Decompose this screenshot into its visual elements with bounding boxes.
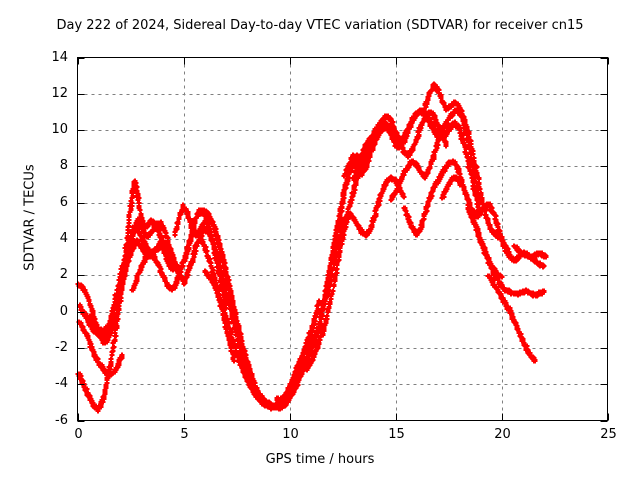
x-tick-label: 10 [282, 426, 299, 442]
y-tick-label: 0 [59, 303, 68, 319]
x-tick-label: 15 [388, 426, 405, 442]
grid-lines [77, 57, 608, 421]
data-point-markers [75, 81, 549, 414]
y-tick-label: 4 [59, 230, 68, 246]
x-tick-label: 5 [180, 426, 189, 442]
y-tick-label: 14 [51, 49, 68, 65]
y-tick-label: 6 [59, 194, 68, 210]
scatter-points [75, 81, 549, 414]
x-tick-label: 20 [494, 426, 511, 442]
x-axis-label: GPS time / hours [265, 452, 375, 467]
y-tick-label: -6 [55, 412, 68, 428]
y-tick-label: 12 [51, 85, 68, 101]
y-tick-label: -4 [55, 375, 68, 391]
x-tick-label: 25 [600, 426, 617, 442]
y-tick-label: 10 [51, 121, 68, 137]
y-tick-label: 8 [59, 157, 68, 173]
x-tick-label: 0 [74, 426, 83, 442]
y-tick-label: -2 [55, 339, 68, 355]
y-tick-label: 2 [59, 266, 68, 282]
plot-title: Day 222 of 2024, Sidereal Day-to-day VTE… [56, 18, 584, 33]
axis-ticks [77, 57, 609, 422]
